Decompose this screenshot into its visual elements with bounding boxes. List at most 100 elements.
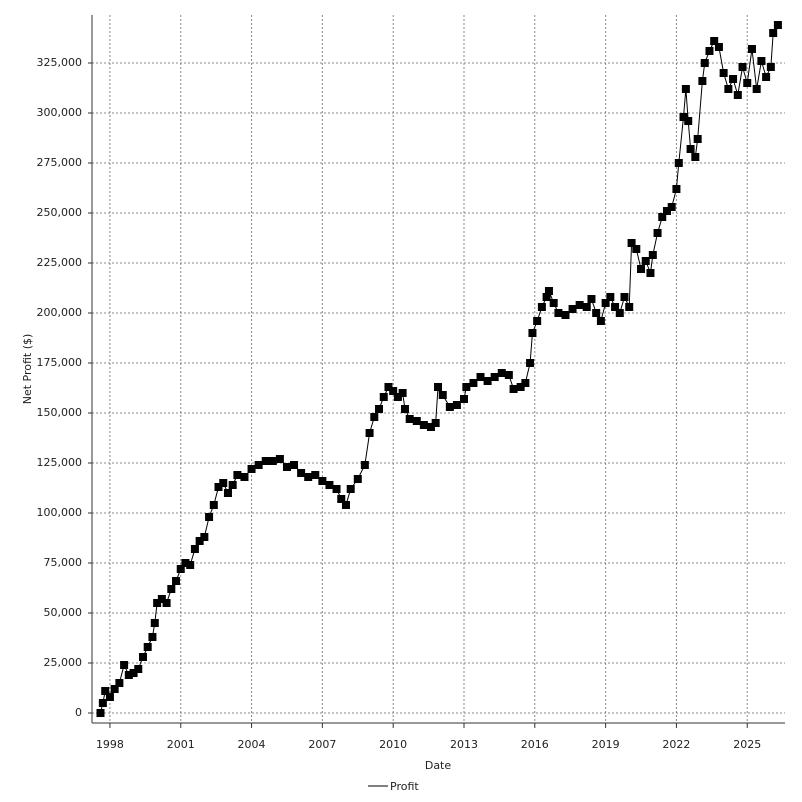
y-tick-label: 75,000 (44, 556, 83, 569)
data-point (611, 303, 620, 311)
data-point (769, 29, 778, 37)
data-point (672, 185, 681, 193)
data-point (240, 473, 249, 481)
y-tick-label: 300,000 (37, 106, 83, 119)
data-point (516, 383, 525, 391)
data-point (370, 413, 379, 421)
data-point (400, 405, 409, 413)
data-point (205, 513, 214, 521)
data-point (667, 203, 676, 211)
data-point (268, 457, 277, 465)
x-tick-label: 2016 (521, 738, 549, 751)
data-point (729, 75, 738, 83)
data-point (190, 545, 199, 553)
data-point (214, 483, 223, 491)
data-point (601, 299, 610, 307)
data-point (459, 395, 468, 403)
data-point (431, 419, 440, 427)
data-point (96, 709, 105, 717)
data-point (476, 373, 485, 381)
data-point (143, 643, 152, 651)
data-point (606, 293, 615, 301)
data-point (110, 685, 119, 693)
data-point (101, 687, 110, 695)
x-tick-label: 2007 (308, 738, 336, 751)
data-point (757, 57, 766, 65)
data-point (674, 159, 683, 167)
data-point (646, 269, 655, 277)
data-point (542, 293, 551, 301)
data-point (641, 257, 650, 265)
data-point (228, 481, 237, 489)
data-point (167, 585, 176, 593)
data-point (561, 311, 570, 319)
data-point (346, 485, 355, 493)
data-point (684, 117, 693, 125)
data-point (282, 463, 291, 471)
data-point (297, 469, 306, 477)
data-point (554, 309, 563, 317)
data-point (389, 387, 398, 395)
data-point (332, 485, 341, 493)
y-tick-label: 100,000 (37, 506, 83, 519)
data-point (412, 417, 421, 425)
data-point (337, 495, 346, 503)
data-point (596, 317, 605, 325)
y-tick-label: 225,000 (37, 256, 83, 269)
data-point (658, 213, 667, 221)
data-point (405, 415, 414, 423)
data-point (341, 501, 350, 509)
data-point (452, 401, 461, 409)
y-tick-label: 200,000 (37, 306, 83, 319)
data-point (353, 475, 362, 483)
data-point (365, 429, 374, 437)
data-point (710, 37, 719, 45)
data-point (686, 145, 695, 153)
data-point (462, 383, 471, 391)
data-point (254, 461, 263, 469)
data-point (648, 251, 657, 259)
data-point (98, 699, 107, 707)
data-point (290, 461, 299, 469)
data-point (528, 329, 537, 337)
data-point (592, 309, 601, 317)
y-tick-label: 0 (75, 706, 82, 719)
data-point (526, 359, 535, 367)
data-point (233, 471, 242, 479)
data-point (438, 391, 447, 399)
data-point (509, 385, 518, 393)
data-point (153, 599, 162, 607)
data-point (172, 577, 181, 585)
data-point (375, 405, 384, 413)
data-point (445, 403, 454, 411)
data-point (773, 21, 782, 29)
data-point (379, 393, 388, 401)
data-point (627, 239, 636, 247)
data-point (681, 85, 690, 93)
data-point (393, 393, 402, 401)
data-point (632, 245, 641, 253)
data-point (521, 379, 530, 387)
data-point (261, 457, 270, 465)
data-point (743, 79, 752, 87)
data-point (714, 43, 723, 51)
data-point (733, 91, 742, 99)
data-point (533, 317, 542, 325)
data-point (738, 63, 747, 71)
x-tick-label: 2013 (450, 738, 478, 751)
data-point (275, 455, 284, 463)
data-point (537, 303, 546, 311)
data-point (747, 45, 756, 53)
data-point (398, 389, 407, 397)
data-point (497, 369, 506, 377)
data-point (148, 633, 157, 641)
x-tick-label: 2004 (238, 738, 266, 751)
data-point (176, 565, 185, 573)
data-point (575, 301, 584, 309)
y-tick-label: 125,000 (37, 456, 83, 469)
data-point (360, 461, 369, 469)
data-point (762, 73, 771, 81)
data-point (129, 669, 138, 677)
data-point (162, 599, 171, 607)
data-point (568, 305, 577, 313)
